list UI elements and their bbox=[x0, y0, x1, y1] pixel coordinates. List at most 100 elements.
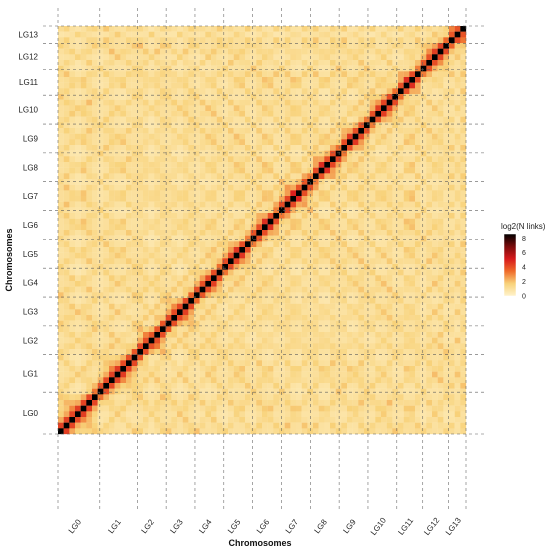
heatmap-cell bbox=[267, 303, 274, 310]
heatmap-cell bbox=[103, 230, 110, 236]
heatmap-cell bbox=[415, 201, 421, 208]
heatmap-cell bbox=[233, 156, 240, 163]
heatmap-cell bbox=[160, 184, 166, 191]
heatmap-cell bbox=[216, 128, 223, 134]
heatmap-cell bbox=[109, 269, 115, 276]
heatmap-cell bbox=[443, 269, 450, 276]
heatmap-cell bbox=[92, 26, 98, 32]
heatmap-cell bbox=[103, 116, 110, 123]
heatmap-cell bbox=[148, 326, 155, 333]
heatmap-cell bbox=[58, 31, 64, 38]
heatmap-cell bbox=[228, 320, 234, 327]
heatmap-cell bbox=[182, 218, 189, 225]
heatmap-cell bbox=[160, 320, 166, 327]
heatmap-cell bbox=[148, 360, 155, 367]
heatmap-cell bbox=[273, 303, 280, 310]
heatmap-cell bbox=[296, 77, 302, 83]
heatmap-cell bbox=[415, 218, 421, 225]
heatmap-cell bbox=[273, 201, 280, 208]
heatmap-cell bbox=[188, 207, 195, 214]
heatmap-cell bbox=[97, 417, 104, 423]
heatmap-cell bbox=[177, 275, 183, 282]
heatmap-cell bbox=[199, 105, 206, 112]
heatmap-cell bbox=[126, 230, 132, 236]
heatmap-cell bbox=[369, 156, 376, 163]
heatmap-cell bbox=[369, 320, 376, 327]
heatmap-cell bbox=[80, 167, 87, 174]
heatmap-cell bbox=[114, 71, 121, 78]
heatmap-cell bbox=[409, 337, 416, 344]
heatmap-cell bbox=[58, 150, 64, 157]
heatmap-cell bbox=[256, 88, 263, 95]
heatmap-cell bbox=[426, 65, 433, 72]
heatmap-cell bbox=[245, 139, 251, 146]
heatmap-cell bbox=[233, 94, 240, 100]
heatmap-cell bbox=[182, 309, 189, 316]
heatmap-cell bbox=[290, 360, 297, 367]
heatmap-cell bbox=[239, 258, 246, 265]
heatmap-cell bbox=[386, 156, 393, 163]
heatmap-cell bbox=[126, 37, 132, 44]
heatmap-cell bbox=[126, 201, 132, 208]
heatmap-cell bbox=[188, 139, 195, 146]
heatmap-cell bbox=[290, 298, 297, 304]
heatmap-cell bbox=[432, 354, 438, 361]
heatmap-cell bbox=[58, 162, 64, 168]
heatmap-cell bbox=[415, 173, 421, 180]
heatmap-cell bbox=[216, 326, 223, 333]
heatmap-cell bbox=[182, 139, 189, 146]
heatmap-cell bbox=[228, 26, 234, 32]
heatmap-cell bbox=[211, 133, 217, 140]
heatmap-cell bbox=[69, 167, 76, 174]
heatmap-cell bbox=[63, 371, 70, 378]
heatmap-cell bbox=[313, 213, 319, 219]
heatmap-cell bbox=[460, 360, 467, 367]
heatmap-cell bbox=[330, 264, 336, 270]
heatmap-cell bbox=[92, 371, 98, 378]
heatmap-cell bbox=[154, 37, 161, 44]
heatmap-cell bbox=[160, 241, 166, 248]
heatmap-cell bbox=[233, 411, 240, 418]
heatmap-cell bbox=[460, 43, 467, 49]
heatmap-cell bbox=[341, 82, 348, 89]
heatmap-cell bbox=[131, 213, 138, 219]
heatmap-cell bbox=[97, 31, 104, 38]
heatmap-cell bbox=[392, 281, 399, 287]
heatmap-cell bbox=[199, 43, 206, 49]
heatmap-cell bbox=[239, 196, 246, 202]
heatmap-cell bbox=[324, 343, 331, 350]
heatmap-cell bbox=[114, 400, 121, 406]
heatmap-cell bbox=[239, 77, 246, 83]
heatmap-cell bbox=[398, 377, 404, 384]
heatmap-cell bbox=[262, 286, 268, 293]
heatmap-cell bbox=[205, 411, 212, 418]
heatmap-cell bbox=[137, 354, 144, 361]
heatmap-cell bbox=[437, 275, 444, 282]
heatmap-cell bbox=[250, 405, 257, 412]
heatmap-cell bbox=[369, 371, 376, 378]
heatmap-cell bbox=[330, 184, 336, 191]
heatmap-cell bbox=[188, 26, 195, 32]
heatmap-cell bbox=[86, 54, 93, 61]
heatmap-cell bbox=[432, 309, 438, 316]
heatmap-cell bbox=[182, 247, 189, 253]
heatmap-cell bbox=[375, 162, 382, 168]
heatmap-cell bbox=[301, 332, 308, 338]
heatmap-cell bbox=[86, 258, 93, 265]
heatmap-cell bbox=[381, 156, 387, 163]
heatmap-cell bbox=[409, 394, 416, 401]
heatmap-cell bbox=[358, 371, 365, 378]
heatmap-cell bbox=[171, 179, 178, 185]
heatmap-cell bbox=[154, 167, 161, 174]
heatmap-cell bbox=[177, 213, 183, 219]
heatmap-cell bbox=[131, 360, 138, 367]
heatmap-cell bbox=[443, 264, 450, 270]
heatmap-cell bbox=[347, 303, 353, 310]
heatmap-cell bbox=[352, 281, 359, 287]
heatmap-cell bbox=[131, 54, 138, 61]
heatmap-cell bbox=[182, 400, 189, 406]
heatmap-cell bbox=[160, 388, 166, 395]
heatmap-cell bbox=[381, 281, 387, 287]
heatmap-cell bbox=[256, 77, 263, 83]
heatmap-cell bbox=[420, 252, 427, 259]
